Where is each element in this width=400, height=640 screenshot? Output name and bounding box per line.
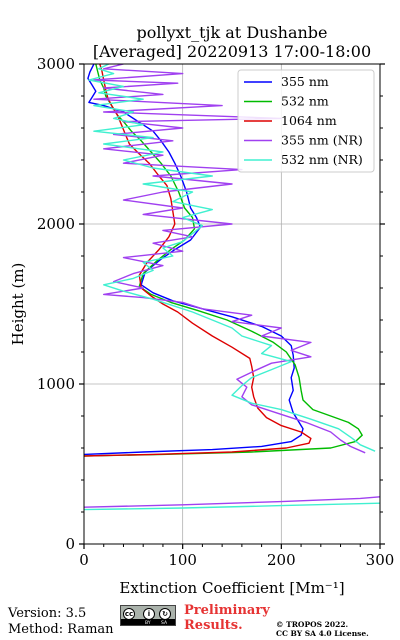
legend-label-2: 1064 nm: [281, 113, 337, 128]
copyright-line-2: CC BY SA 4.0 License.: [276, 629, 369, 638]
cc-icon: cc: [123, 608, 135, 620]
preliminary-line-1: Preliminary: [184, 603, 270, 618]
preliminary-line-2: Results.: [184, 618, 243, 633]
legend: 355 nm 532 nm 1064 nm 355 nm (NR) 532 nm (NR…: [237, 69, 375, 173]
y-axis-label: Height (m): [9, 263, 27, 346]
chart-title: pollyxt_tjk at Dushanbe: [136, 23, 327, 42]
series-layer: [84, 64, 380, 511]
cc-license-badge-icon: cc i ↻ BY SA: [120, 605, 176, 626]
cc-sa-label: SA: [161, 621, 168, 626]
series-line-3: [84, 64, 380, 508]
copyright-notice: © TROPOS 2022. CC BY SA 4.0 License.: [276, 620, 369, 638]
legend-box: [237, 69, 375, 173]
x-axis-label: Extinction Coefficient [Mm⁻¹]: [119, 579, 344, 597]
x-tick-label: 100: [168, 551, 197, 569]
y-tick-label: 0: [65, 535, 75, 553]
preliminary-label: Preliminary Results.: [184, 603, 270, 633]
legend-label-4: 532 nm (NR): [281, 152, 363, 167]
version-text: Version: 3.5: [8, 606, 87, 621]
x-tick-label: 200: [267, 551, 296, 569]
chart-subtitle: [Averaged] 20220913 17:00-18:00: [93, 42, 371, 61]
x-tick-label: 0: [79, 551, 89, 569]
cc-badge-bar: [121, 619, 175, 625]
legend-label-3: 355 nm (NR): [281, 133, 363, 148]
legend-label-1: 532 nm: [281, 94, 329, 109]
y-tick-label: 2000: [37, 215, 75, 233]
method-text: Method: Raman: [8, 622, 114, 637]
series-line-4: [84, 64, 380, 511]
legend-label-0: 355 nm: [281, 74, 329, 89]
y-tick-label: 3000: [37, 55, 75, 73]
copyright-line-1: © TROPOS 2022.: [276, 620, 349, 629]
y-tick-label: 1000: [37, 375, 75, 393]
cc-by-label: BY: [145, 621, 151, 626]
plot-frame: [83, 63, 381, 545]
x-tick-label: 300: [366, 551, 395, 569]
